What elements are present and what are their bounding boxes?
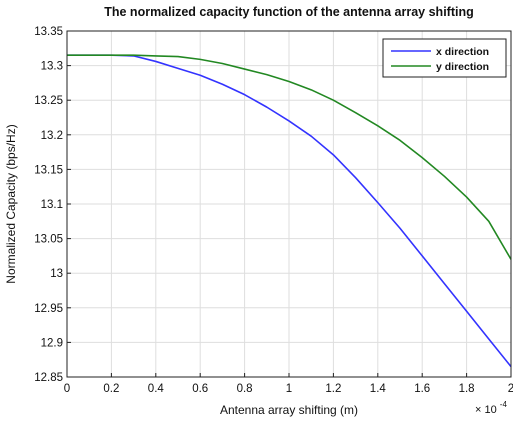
y-axis-label: Normalized Capacity (bps/Hz)	[4, 124, 18, 283]
series-line-x-direction	[67, 54, 512, 368]
data-series	[67, 54, 512, 368]
chart-title: The normalized capacity function of the …	[104, 5, 474, 19]
x-tick-label: 0.6	[192, 383, 208, 395]
y-tick-label: 13.25	[34, 95, 63, 107]
y-tick-label: 13.1	[41, 199, 63, 211]
x-axis-exponent-base: × 10	[475, 404, 497, 416]
legend-label-x-direction: x direction	[436, 46, 489, 58]
x-axis-exponent-power: -4	[500, 400, 508, 409]
x-tick-label: 2	[508, 383, 513, 395]
y-tick-label: 13.2	[41, 130, 63, 142]
x-tick-label: 1.6	[414, 383, 430, 395]
axis-ticks: 0 0.2 0.4 0.6 0.8 1 1.2 1.4 1.6 1.8 2 12.85 12.9 12.9…	[34, 26, 513, 395]
x-tick-label: 1	[286, 383, 292, 395]
y-tick-label: 13.05	[34, 234, 63, 246]
x-tick-label: 0	[64, 383, 70, 395]
legend-label-y-direction: y direction	[436, 61, 489, 73]
x-tick-label: 0.8	[237, 383, 253, 395]
series-line-y-direction	[67, 54, 512, 260]
y-tick-label: 12.85	[34, 372, 63, 384]
x-axis-exponent: × 10 -4	[475, 400, 507, 416]
y-tick-label: 13.35	[34, 26, 63, 38]
x-tick-label: 0.4	[148, 383, 165, 395]
x-tick-label: 1.8	[459, 383, 475, 395]
y-tick-label: 12.95	[34, 303, 63, 315]
y-tick-label: 13.15	[34, 164, 63, 176]
x-axis-label: Antenna array shifting (m)	[220, 403, 358, 417]
y-tick-label: 13	[50, 268, 63, 280]
y-tick-label: 12.9	[41, 337, 63, 349]
x-tick-label: 1.2	[325, 383, 341, 395]
legend: x direction y direction	[382, 38, 507, 78]
y-tick-label: 13.3	[41, 61, 63, 73]
legend-box	[382, 38, 507, 78]
x-tick-label: 1.4	[370, 383, 387, 395]
x-tick-label: 0.2	[103, 383, 119, 395]
